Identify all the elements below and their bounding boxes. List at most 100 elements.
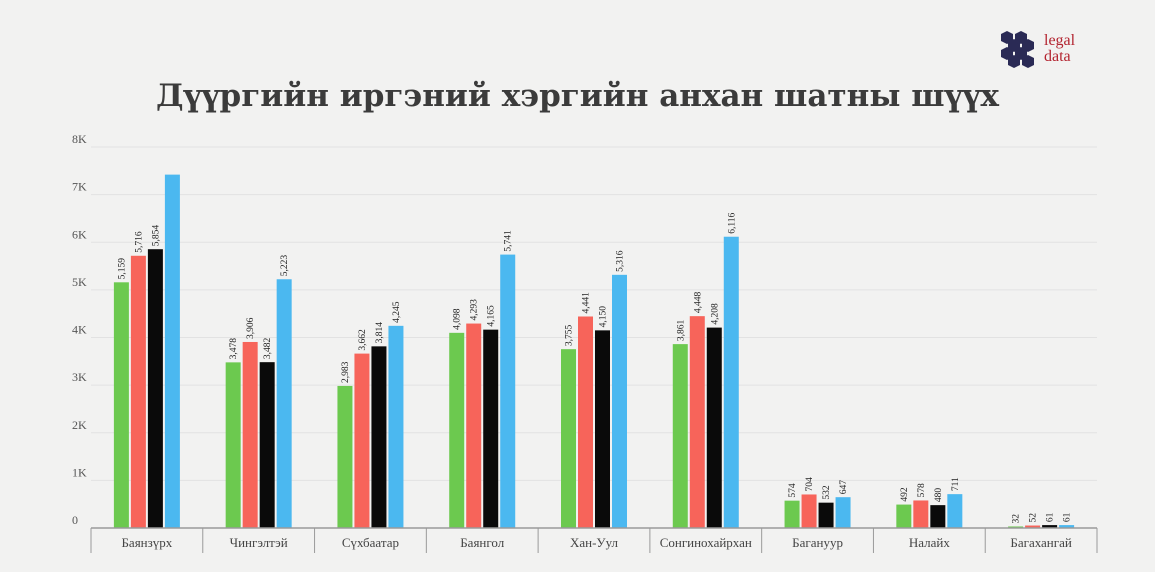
x-category-label: Сүхбаатар <box>342 535 399 550</box>
data-label: 5,741 <box>504 230 514 252</box>
bar <box>595 330 610 528</box>
data-label: 4,293 <box>470 299 480 321</box>
bar <box>225 362 241 528</box>
data-label: 4,448 <box>693 292 703 314</box>
bar <box>818 502 834 528</box>
data-label: 3,478 <box>229 338 239 360</box>
data-label: 4,165 <box>487 305 497 327</box>
data-label: 3,755 <box>565 325 575 347</box>
logo-word-data: data <box>1044 48 1071 65</box>
x-category-label: Налайх <box>909 535 950 550</box>
data-label: 704 <box>805 477 815 492</box>
y-tick-label: 5K <box>72 275 87 289</box>
bar <box>388 325 404 528</box>
bar <box>483 329 499 528</box>
bar <box>1025 525 1041 528</box>
data-label: 492 <box>900 487 910 502</box>
data-label: 5,316 <box>616 250 626 272</box>
data-label: 4,150 <box>599 306 609 328</box>
logo-text: legal data <box>1044 33 1075 65</box>
bar <box>578 316 593 528</box>
data-label: 52 <box>1029 513 1039 523</box>
chart-title: Дүүргийн иргэний хэргийн анхан шатны шүү… <box>155 78 1000 114</box>
data-label: 3,906 <box>246 317 256 339</box>
bar <box>1059 525 1075 528</box>
data-label: 3,861 <box>676 319 686 341</box>
bar <box>354 353 370 528</box>
data-label: 5,223 <box>280 255 290 277</box>
data-label: 4,441 <box>582 292 592 314</box>
data-label: 5,716 <box>134 231 144 253</box>
y-tick-label: 7K <box>72 180 87 194</box>
logo-mark-icon <box>1001 31 1034 68</box>
data-label: 4,245 <box>392 301 402 323</box>
bar <box>689 316 705 528</box>
bar <box>801 494 817 528</box>
data-label: 6,116 <box>727 212 737 233</box>
bar <box>1042 525 1058 528</box>
bar <box>672 344 688 528</box>
x-category-label: Чингэлтэй <box>230 535 288 550</box>
data-label: 3,482 <box>263 338 273 360</box>
data-label: 4,208 <box>710 303 720 325</box>
x-category-label: Хан-Уул <box>570 535 619 550</box>
data-label: 61 <box>1046 512 1056 522</box>
y-tick-label: 2K <box>72 418 87 432</box>
bar <box>612 274 627 528</box>
bar <box>276 279 292 528</box>
data-labels: 5,159 5,716 5,854 3,478 3,906 3,482 5,223 2,983… <box>117 212 1072 523</box>
y-tick-label: 0 <box>72 513 78 527</box>
bar <box>1008 526 1024 528</box>
y-axis-ticks: 0 1K 2K 3K 4K 5K 6K 7K 8K <box>72 132 87 527</box>
data-label: 5,159 <box>117 258 127 280</box>
data-label: 532 <box>822 485 832 500</box>
bar <box>784 500 800 528</box>
data-label: 3,814 <box>375 322 385 344</box>
x-category-label: Баянгол <box>460 535 505 550</box>
x-axis: Баянзүрх Чингэлтэй Сүхбаатар Баянгол Хан-Уул… <box>90 527 1098 553</box>
logo-cube <box>1015 31 1027 44</box>
bar <box>259 362 275 528</box>
logo-cube <box>1015 47 1027 60</box>
data-label: 574 <box>788 483 798 498</box>
y-tick-label: 6K <box>72 227 87 241</box>
data-label: 578 <box>917 483 927 498</box>
bar <box>561 349 576 528</box>
bar <box>164 174 180 528</box>
x-category-label: Сонгинохайрхан <box>660 535 752 550</box>
logo-cube <box>1001 31 1013 44</box>
bar <box>147 249 163 528</box>
y-tick-label: 3K <box>72 370 87 384</box>
data-label: 647 <box>839 480 849 495</box>
bar <box>371 346 387 528</box>
bar <box>896 504 912 528</box>
logo-cube <box>1022 55 1034 68</box>
bar <box>706 327 722 528</box>
data-label: 4,098 <box>453 308 463 330</box>
bar <box>913 500 929 528</box>
logo-cube <box>1008 39 1020 52</box>
bar <box>723 236 739 528</box>
bar <box>466 323 482 528</box>
bar <box>835 497 851 528</box>
x-category-label: Баянзүрх <box>121 535 172 550</box>
x-category-label: Багахангай <box>1010 535 1071 550</box>
data-label: 32 <box>1012 514 1022 524</box>
logo-cube <box>1008 55 1020 68</box>
bar <box>242 341 258 528</box>
data-label: 5,854 <box>151 225 161 247</box>
data-label: 61 <box>1063 512 1073 522</box>
x-category-label: Багануур <box>792 535 843 550</box>
bar <box>337 385 353 528</box>
bar <box>113 282 129 528</box>
data-label: 711 <box>951 477 961 491</box>
legal-data-logo <box>995 30 1090 75</box>
data-label: 2,983 <box>341 361 351 383</box>
logo-cube <box>1022 39 1034 52</box>
y-tick-label: 4K <box>72 323 87 337</box>
y-tick-label: 1K <box>72 465 87 479</box>
bar <box>947 494 963 528</box>
bar <box>449 332 465 528</box>
y-tick-label: 8K <box>72 132 87 146</box>
